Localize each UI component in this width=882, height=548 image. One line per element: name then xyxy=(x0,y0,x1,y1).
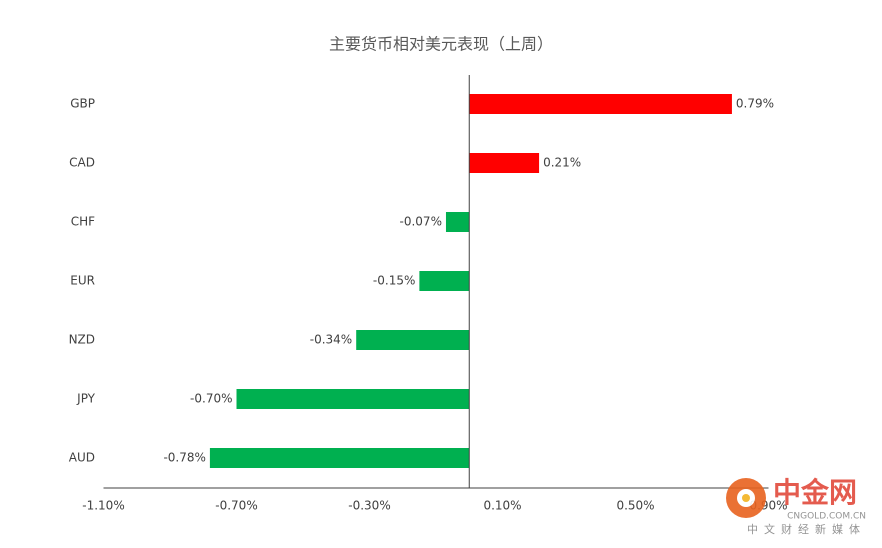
x-tick-label: -0.70% xyxy=(215,499,257,513)
bar xyxy=(469,94,732,114)
bar xyxy=(445,212,470,232)
plot-area: -1.10% -0.70% -0.30% 0.10% 0.50% 0.90%GBP 0.79… xyxy=(69,75,788,513)
x-tick-label: -1.10% xyxy=(82,499,124,513)
y-tick-label: AUD xyxy=(69,451,95,465)
data-label: 0.21% xyxy=(543,156,581,170)
watermark-tagline: 中文财经新媒体 xyxy=(747,522,866,536)
bar xyxy=(419,271,470,291)
bar xyxy=(356,330,470,350)
watermark-url: CNGOLD.COM.CN xyxy=(787,512,866,522)
y-tick-label: EUR xyxy=(70,274,95,288)
data-label: -0.78% xyxy=(163,451,205,465)
data-label: 0.79% xyxy=(736,97,774,111)
y-tick-label: CHF xyxy=(71,215,95,229)
x-tick-label: 0.10% xyxy=(483,499,521,513)
x-tick-label: -0.30% xyxy=(348,499,390,513)
data-label: -0.70% xyxy=(190,392,232,406)
data-label: -0.34% xyxy=(310,333,352,347)
bar xyxy=(236,389,470,409)
bar xyxy=(209,448,470,468)
y-tick-label: NZD xyxy=(69,333,95,347)
watermark: 中金网 CNGOLD.COM.CN 中文财经新媒体 xyxy=(726,476,866,536)
watermark-name: 中金网 xyxy=(773,476,857,509)
y-tick-label: GBP xyxy=(70,97,95,111)
y-tick-label: CAD xyxy=(69,156,95,170)
x-tick-label: 0.50% xyxy=(616,499,654,513)
data-label: -0.15% xyxy=(373,274,415,288)
watermark-logo-dot xyxy=(742,494,750,502)
chart-title: 主要货币相对美元表现（上周） xyxy=(329,35,553,54)
data-label: -0.07% xyxy=(400,215,442,229)
bar xyxy=(469,153,540,173)
y-tick-label: JPY xyxy=(76,392,96,406)
